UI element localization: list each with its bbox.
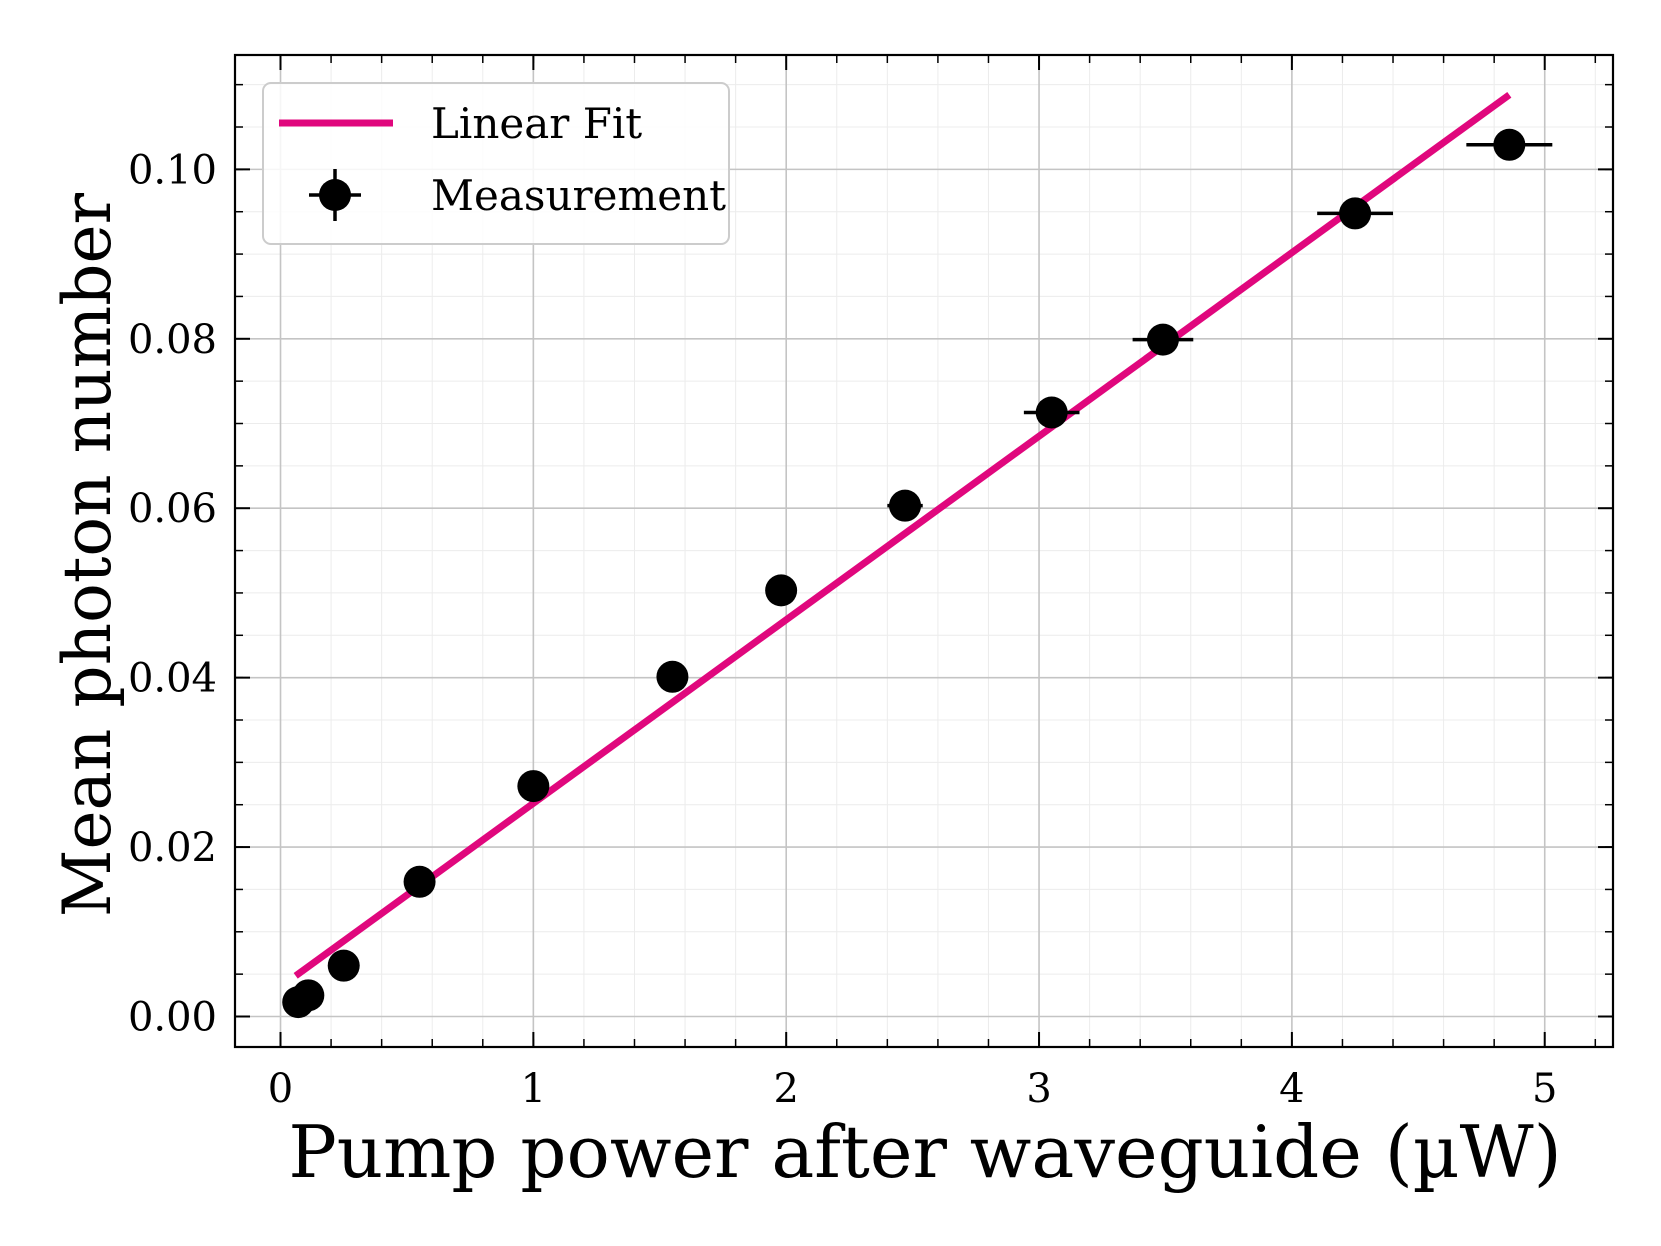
y-tick-label: 0.10 <box>128 147 217 193</box>
y-tick-label: 0.04 <box>128 656 217 702</box>
x-tick-label: 0 <box>268 1066 293 1112</box>
legend-linear-fit-label: Linear Fit <box>431 99 642 148</box>
measurement-point <box>517 770 550 803</box>
x-tick-label: 1 <box>521 1066 546 1112</box>
fit-line-layer <box>293 91 1512 979</box>
measurement-point <box>765 574 798 607</box>
y-tick-label: 0.08 <box>128 317 217 363</box>
legend: Linear Fit Measurement <box>262 82 730 245</box>
measurement-point <box>1493 128 1526 161</box>
x-tick-label: 2 <box>773 1066 798 1112</box>
x-tick-label: 4 <box>1279 1066 1304 1112</box>
measurement-point <box>1035 396 1068 429</box>
x-tick-label: 3 <box>1026 1066 1051 1112</box>
measurement-point <box>292 979 325 1012</box>
y-axis-label: Mean photon number <box>49 192 126 917</box>
tick-labels: 0 1 2 3 4 5 0.00 0.02 0.04 0.06 0.08 0.10 <box>128 147 1558 1112</box>
x-tick-label: 5 <box>1532 1066 1557 1112</box>
measurement-point <box>889 489 922 522</box>
y-tick-label: 0.00 <box>128 995 217 1041</box>
linear-fit-line <box>293 91 1512 979</box>
y-tick-label: 0.02 <box>128 825 217 871</box>
measurement-point <box>403 865 436 898</box>
x-axis-label: Pump power after waveguide (µW) <box>288 1110 1561 1194</box>
legend-measurement-label: Measurement <box>431 171 726 220</box>
legend-measurement-swatch <box>309 169 361 221</box>
measurement-point <box>327 949 360 982</box>
y-tick-label: 0.06 <box>128 486 217 532</box>
measurement-point <box>1146 323 1179 356</box>
measurement-point <box>656 660 689 693</box>
measurement-point <box>1339 197 1372 230</box>
axis-ticks <box>235 55 1613 1047</box>
measurement-layer <box>282 128 1553 1019</box>
